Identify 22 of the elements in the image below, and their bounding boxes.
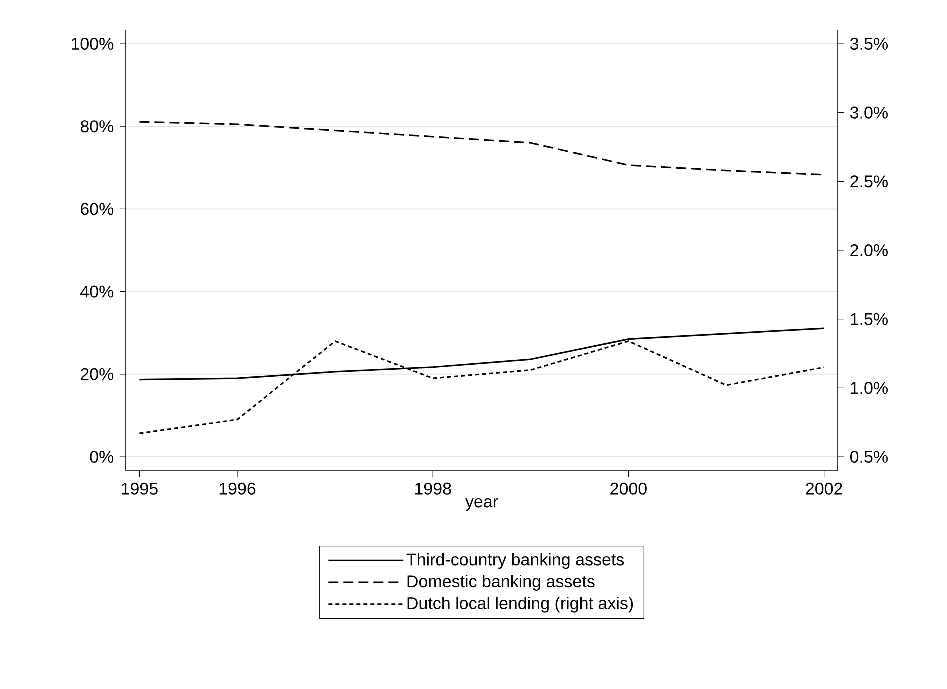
y-tick-label: 60% bbox=[81, 203, 114, 216]
y-tick-label: 0% bbox=[90, 450, 114, 464]
y2-tick-label: 1.0% bbox=[851, 382, 888, 394]
x-tick-label: 1995 bbox=[122, 482, 158, 495]
y2-tick-label: 3.0% bbox=[850, 106, 888, 119]
y2-tick-label: 2.0% bbox=[850, 244, 888, 257]
x-tick-label: 1998 bbox=[415, 482, 452, 495]
y2-tick-label: 2.5% bbox=[850, 176, 888, 188]
y-tick-label: 80% bbox=[80, 120, 114, 133]
y2-tick-label: 3.5% bbox=[850, 38, 888, 50]
y-tick-label: 20% bbox=[81, 368, 114, 380]
legend-label: Third-country banking assets bbox=[406, 553, 624, 570]
x-axis-title: year bbox=[466, 498, 498, 512]
y2-tick-label: 1.5% bbox=[851, 313, 888, 326]
y-tick-label: 100% bbox=[72, 38, 114, 50]
legend-label: Domestic banking assets bbox=[408, 575, 595, 591]
legend-label: Dutch local lending (right axis) bbox=[408, 596, 634, 613]
y2-tick-label: 0.5% bbox=[850, 450, 888, 464]
x-tick-label: 2000 bbox=[610, 482, 647, 495]
x-tick-label: 2002 bbox=[806, 482, 842, 495]
x-tick-label: 1996 bbox=[220, 482, 256, 495]
y-tick-label: 40% bbox=[80, 286, 114, 298]
